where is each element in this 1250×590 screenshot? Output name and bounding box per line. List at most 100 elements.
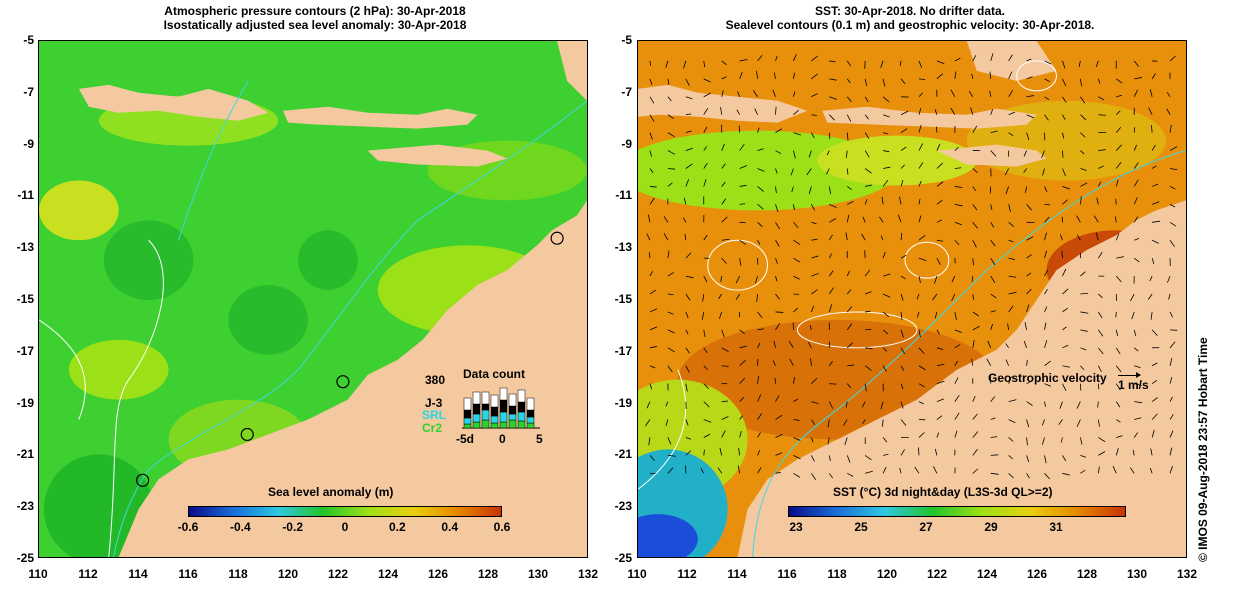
velocity-arrow bbox=[811, 255, 819, 259]
velocity-arrow bbox=[793, 109, 799, 116]
sst-map bbox=[637, 40, 1187, 558]
sealevel-contour bbox=[904, 241, 950, 279]
velocity-arrow bbox=[936, 60, 945, 65]
velocity-arrow bbox=[1044, 114, 1049, 121]
velocity-arrow bbox=[846, 96, 852, 103]
velocity-arrow bbox=[1026, 473, 1030, 479]
velocity-arrow bbox=[811, 419, 816, 425]
velocity-arrow bbox=[811, 238, 818, 241]
velocity-arrow bbox=[757, 127, 760, 133]
velocity-arrow bbox=[1026, 254, 1032, 259]
data-count-bar-outline bbox=[517, 389, 526, 403]
velocity-arrow bbox=[1062, 268, 1067, 277]
velocity-arrow bbox=[899, 196, 902, 205]
velocity-legend-arrowhead bbox=[1136, 372, 1141, 378]
velocity-arrow bbox=[972, 222, 978, 229]
velocity-arrow bbox=[862, 419, 866, 424]
velocity-arrow bbox=[1151, 413, 1158, 420]
data-count-bar bbox=[526, 416, 535, 424]
velocity-arrow bbox=[1098, 437, 1106, 443]
velocity-arrow bbox=[990, 275, 996, 283]
sst-colorbar-tick: 23 bbox=[789, 520, 803, 534]
data-count-bar bbox=[508, 405, 517, 415]
velocity-arrow bbox=[842, 419, 848, 426]
velocity-arrow bbox=[703, 92, 711, 98]
velocity-arrow bbox=[649, 132, 653, 140]
velocity-arrow bbox=[864, 365, 872, 371]
velocity-arrow bbox=[667, 293, 674, 296]
x-tick-label: 126 bbox=[1026, 567, 1048, 581]
velocity-arrow bbox=[918, 107, 922, 115]
velocity-arrow bbox=[936, 162, 943, 169]
velocity-arrow bbox=[882, 179, 889, 187]
sst-patch bbox=[817, 135, 977, 186]
velocity-arrow bbox=[1098, 114, 1106, 116]
data-count-bar bbox=[463, 423, 472, 429]
velocity-arrow bbox=[752, 90, 758, 98]
velocity-arrow bbox=[880, 235, 884, 241]
velocity-arrow bbox=[828, 473, 833, 479]
velocity-arrow bbox=[1115, 365, 1122, 373]
velocity-arrow bbox=[972, 258, 974, 266]
y-tick-label: -5 bbox=[621, 33, 632, 47]
velocity-arrow bbox=[1041, 150, 1045, 159]
velocity-arrow bbox=[649, 326, 658, 331]
x-tick-label: 110 bbox=[627, 567, 647, 581]
velocity-arrow bbox=[954, 167, 962, 169]
velocity-arrow bbox=[1151, 125, 1153, 133]
velocity-arrow bbox=[793, 91, 796, 97]
velocity-arrow bbox=[739, 258, 742, 267]
velocity-arrow bbox=[702, 293, 705, 302]
data-count-max: 380 bbox=[425, 373, 446, 387]
velocity-arrow bbox=[811, 55, 818, 62]
x-tick-label: 112 bbox=[78, 567, 98, 581]
velocity-arrow bbox=[739, 165, 748, 169]
velocity-arrow bbox=[793, 376, 795, 384]
lesser-sunda-land bbox=[283, 106, 478, 129]
anomaly-patch bbox=[228, 285, 309, 355]
velocity-arrow bbox=[900, 383, 904, 390]
data-count-xtick: 0 bbox=[499, 432, 506, 446]
velocity-arrow bbox=[1044, 186, 1048, 192]
y-tick-label: -7 bbox=[23, 84, 34, 99]
velocity-arrow bbox=[649, 252, 651, 259]
velocity-arrow bbox=[826, 168, 830, 175]
velocity-arrow bbox=[1169, 396, 1173, 402]
velocity-arrow bbox=[1115, 448, 1119, 456]
velocity-arrow bbox=[828, 186, 831, 194]
velocity-arrow bbox=[775, 106, 777, 115]
velocity-arrow bbox=[880, 401, 884, 410]
velocity-arrow bbox=[968, 90, 974, 97]
velocity-arrow bbox=[828, 455, 831, 462]
timor-land bbox=[936, 144, 1047, 167]
velocity-arrow bbox=[828, 401, 834, 409]
velocity-arrow bbox=[1115, 179, 1119, 187]
velocity-arrow bbox=[1133, 179, 1139, 187]
velocity-arrow bbox=[846, 270, 850, 277]
velocity-arrow bbox=[720, 276, 723, 282]
data-count-bar bbox=[517, 411, 526, 422]
northeast-land bbox=[557, 41, 587, 101]
velocity-arrow bbox=[918, 60, 923, 68]
velocity-arrow bbox=[1095, 232, 1099, 241]
velocity-arrow bbox=[1044, 306, 1048, 313]
data-count-bar bbox=[472, 413, 481, 423]
velocity-arrow bbox=[1026, 114, 1035, 119]
y-tick-label: -5 bbox=[23, 33, 34, 47]
velocity-arrow bbox=[1044, 78, 1051, 83]
pressure-contour bbox=[39, 319, 86, 420]
shelf-edge-contour bbox=[178, 80, 249, 241]
velocity-arrow bbox=[918, 143, 924, 151]
velocity-arrow bbox=[775, 56, 778, 62]
velocity-arrow bbox=[846, 60, 852, 67]
tide-gauge-marker bbox=[336, 375, 350, 389]
velocity-arrow bbox=[793, 455, 801, 460]
velocity-arrow bbox=[1062, 132, 1065, 139]
velocity-arrow bbox=[1044, 289, 1048, 295]
velocity-arrow bbox=[954, 71, 957, 79]
velocity-arrow bbox=[685, 293, 691, 301]
velocity-arrow bbox=[865, 328, 872, 331]
velocity-arrow bbox=[899, 467, 902, 474]
velocity-arrow bbox=[1116, 78, 1123, 84]
velocity-arrow bbox=[845, 150, 848, 158]
